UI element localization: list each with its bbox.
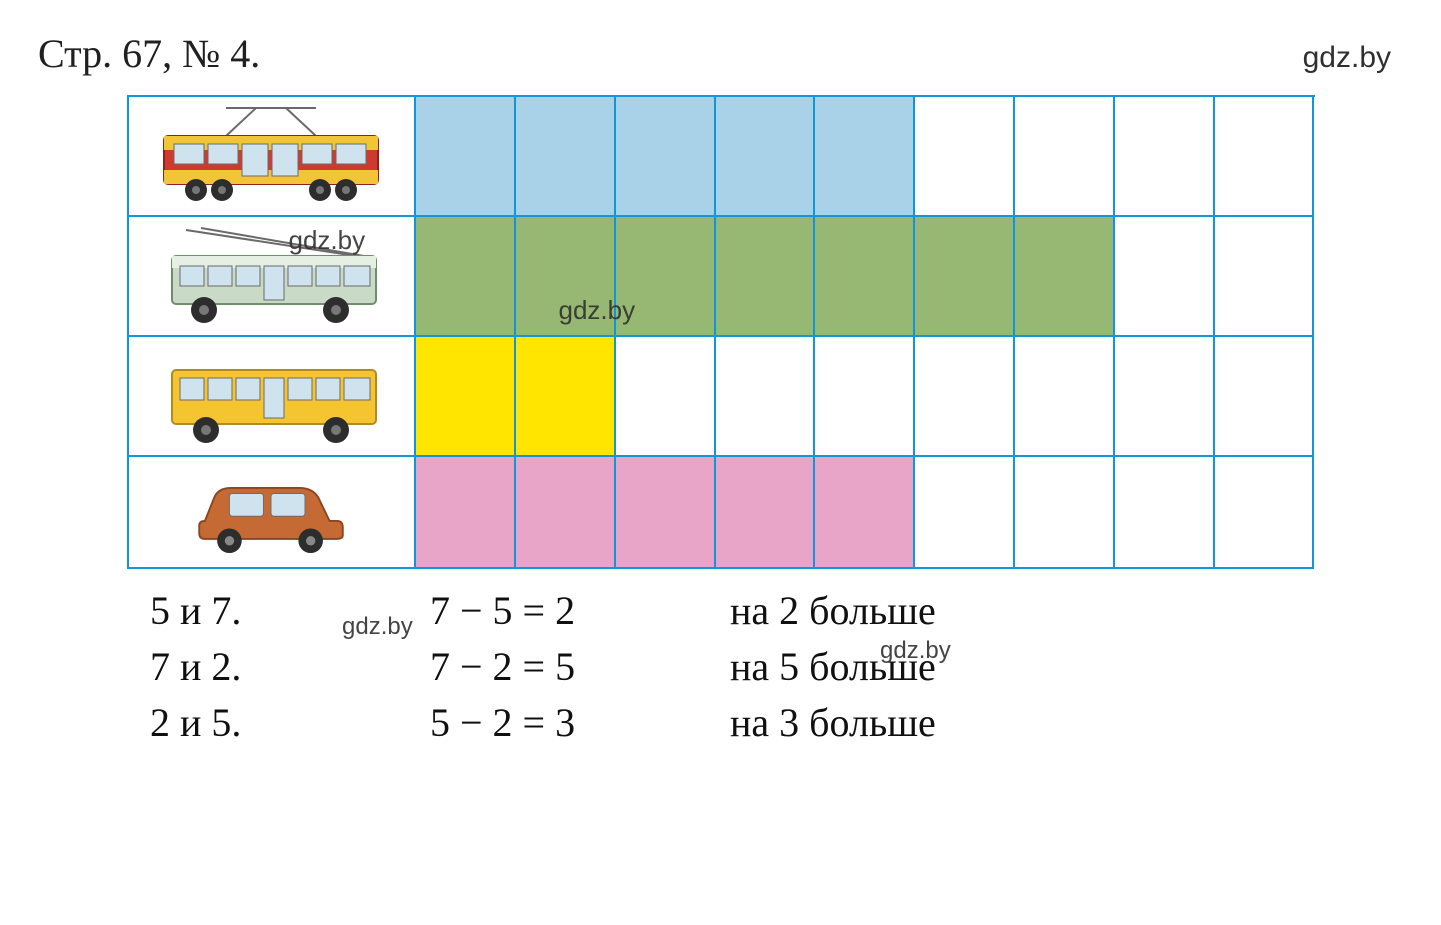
page-title: Стр. 67, № 4. bbox=[38, 30, 260, 77]
chart-cell bbox=[1115, 97, 1215, 217]
chart-cell bbox=[516, 457, 616, 569]
chart-cell bbox=[416, 457, 516, 569]
chart-cell bbox=[1015, 457, 1115, 569]
chart-cell bbox=[1115, 457, 1215, 569]
car-label-cell bbox=[129, 457, 417, 569]
trolleybus-label-cell bbox=[129, 217, 417, 337]
chart-cell bbox=[716, 337, 816, 457]
chart-cell bbox=[516, 337, 616, 457]
chart-cell bbox=[1215, 457, 1315, 569]
car-icon bbox=[186, 469, 356, 555]
answer-expression: 5 − 2 = 3 bbox=[430, 699, 730, 746]
chart-cell bbox=[915, 337, 1015, 457]
chart-row bbox=[129, 97, 1315, 217]
answer-pair: 5 и 7. bbox=[150, 587, 430, 634]
chart-cell bbox=[815, 337, 915, 457]
tram-icon bbox=[146, 106, 396, 206]
chart-cell bbox=[1215, 337, 1315, 457]
answer-pair: 2 и 5. bbox=[150, 699, 430, 746]
chart-cell bbox=[716, 97, 816, 217]
answer-result: на 2 больше bbox=[730, 587, 1130, 634]
chart-cell bbox=[616, 217, 716, 337]
answer-result: на 5 больше bbox=[730, 643, 1130, 690]
chart-cell bbox=[716, 217, 816, 337]
answer-expression: 7 − 2 = 5 bbox=[430, 643, 730, 690]
answer-row: 5 и 7.7 − 5 = 2на 2 большеgdz.by bbox=[150, 587, 1421, 643]
chart-cell bbox=[915, 97, 1015, 217]
answer-pair: 7 и 2. bbox=[150, 643, 430, 690]
answer-row: 2 и 5.5 − 2 = 3на 3 больше bbox=[150, 699, 1421, 755]
bar-chart: gdz.bygdz.by bbox=[127, 95, 1315, 569]
chart-cell bbox=[416, 337, 516, 457]
answer-result: на 3 больше bbox=[730, 699, 1130, 746]
answers-block: 5 и 7.7 − 5 = 2на 2 большеgdz.by7 и 2.7 … bbox=[150, 587, 1421, 755]
chart-cell bbox=[915, 457, 1015, 569]
chart-cell bbox=[516, 97, 616, 217]
tram-label-cell bbox=[129, 97, 417, 217]
source-label: gdz.by bbox=[1303, 41, 1391, 75]
chart-cell bbox=[1115, 217, 1215, 337]
answer-row: 7 и 2.7 − 2 = 5на 5 большеgdz.by bbox=[150, 643, 1421, 699]
bus-label-cell bbox=[129, 337, 417, 457]
answer-expression: 7 − 5 = 2 bbox=[430, 587, 730, 634]
chart-cell bbox=[1015, 217, 1115, 337]
chart-cell bbox=[516, 217, 616, 337]
chart-row: gdz.bygdz.by bbox=[129, 217, 1315, 337]
chart-cell bbox=[716, 457, 816, 569]
chart-cell bbox=[1015, 97, 1115, 217]
chart-cell bbox=[815, 457, 915, 569]
trolleybus-icon bbox=[146, 226, 396, 326]
chart-row bbox=[129, 457, 1315, 569]
chart-cell bbox=[616, 337, 716, 457]
chart-cell bbox=[815, 217, 915, 337]
chart-cell bbox=[616, 97, 716, 217]
page-header: Стр. 67, № 4. gdz.by bbox=[38, 30, 1391, 77]
chart-cell bbox=[915, 217, 1015, 337]
chart-row bbox=[129, 337, 1315, 457]
chart-cell bbox=[1215, 217, 1315, 337]
chart-cell bbox=[616, 457, 716, 569]
chart-cell bbox=[1015, 337, 1115, 457]
chart-cell bbox=[416, 217, 516, 337]
chart-cell bbox=[1215, 97, 1315, 217]
bus-icon bbox=[146, 346, 396, 446]
chart-cell bbox=[815, 97, 915, 217]
chart-cell bbox=[1115, 337, 1215, 457]
chart-cell bbox=[416, 97, 516, 217]
